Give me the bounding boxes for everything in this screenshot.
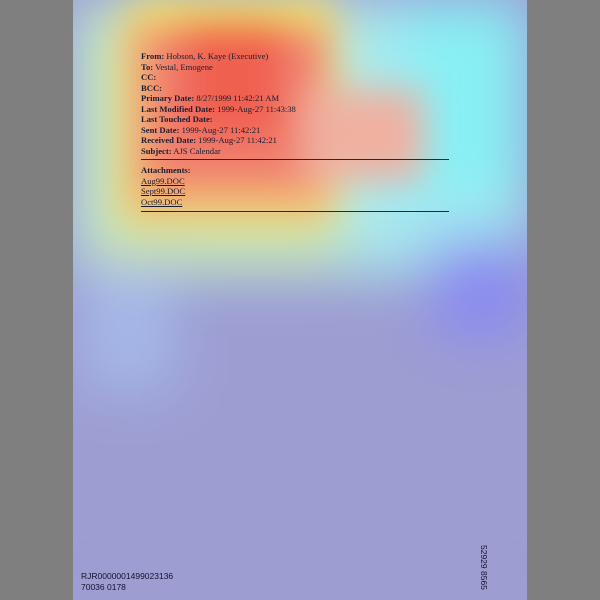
sent-date-label: Sent Date: [141,124,180,135]
received-date-row: Received Date: 1999-Aug-27 11:42:21 [141,135,296,146]
attachment-link-oct99[interactable]: Oct99.DOC [141,196,183,207]
received-date-value: 1999-Aug-27 11:42:21 [198,135,277,145]
bcc-label: BCC: [141,82,163,93]
from-row: From: Hobson, K. Kaye (Executive) [141,51,296,62]
primary-date-row: Primary Date: 8/27/1999 11:42:21 AM [141,93,296,104]
subject-value: AJS Calendar [173,145,221,156]
from-value: Hobson, K. Kaye (Executive) [166,51,269,61]
attachments-label: Attachments: [141,165,191,175]
bates-line-1: RJR0000001499023136 [81,571,174,581]
sent-date-row: Sent Date: 1999-Aug-27 11:42:21 [141,125,296,136]
attachments-section: Attachments: Aug99.DOC Sept99.DOC Oct99.… [141,165,191,207]
bates-line-2: 70036 0178 [81,582,126,592]
to-value: Vestal, Emogene [155,61,213,72]
last-touched-row: Last Touched Date: [141,114,296,125]
cc-row: CC: [141,72,296,83]
to-row: To: Vestal, Emogene [141,62,296,73]
primary-date-value: 8/27/1999 11:42:21 AM [196,93,280,103]
cc-label: CC: [141,72,157,82]
subject-row: Subject: AJS Calendar [141,146,296,157]
bcc-row: BCC: [141,83,296,94]
last-modified-value: 1999-Aug-27 11:43:38 [217,103,296,114]
attachments-divider [141,211,449,212]
from-label: From: [141,51,165,61]
received-date-label: Received Date: [141,135,197,145]
document-page: From: Hobson, K. Kaye (Executive) To: Ve… [73,0,527,600]
last-modified-label: Last Modified Date: [141,103,215,114]
last-touched-label: Last Touched Date: [141,114,213,124]
to-label: To: [141,61,154,72]
bates-right-text: 52929 8565 [479,545,489,590]
bates-number-left: RJR0000001499023136 70036 0178 [81,571,173,593]
last-modified-row: Last Modified Date: 1999-Aug-27 11:43:38 [141,104,296,115]
sent-date-value: 1999-Aug-27 11:42:21 [181,124,261,135]
email-header: From: Hobson, K. Kaye (Executive) To: Ve… [141,51,296,156]
header-divider [141,159,449,160]
attachment-link-aug99[interactable]: Aug99.DOC [141,175,185,186]
subject-label: Subject: [141,145,172,156]
attachment-link-sept99[interactable]: Sept99.DOC [141,186,186,196]
primary-date-label: Primary Date: [141,93,195,103]
